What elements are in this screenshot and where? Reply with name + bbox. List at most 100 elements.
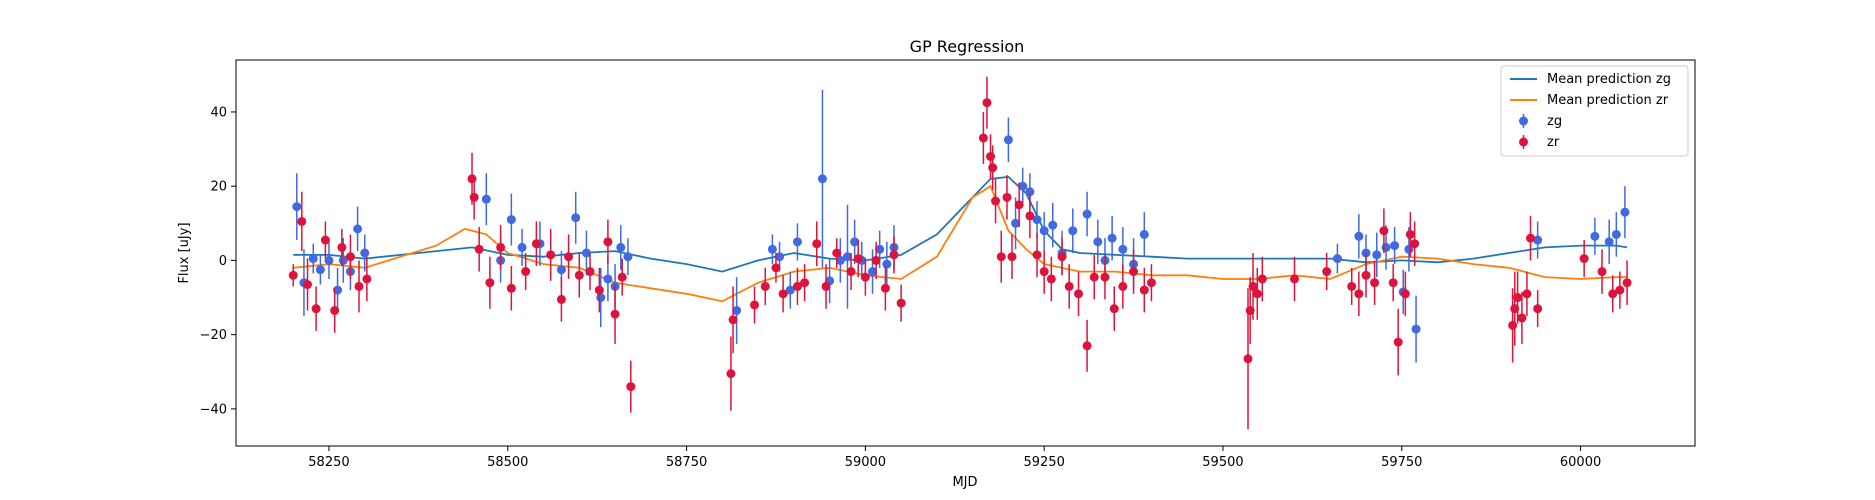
legend-label-zr: zr [1547,135,1560,150]
zr-point [330,306,340,316]
zg-point [1018,181,1028,191]
zr-point [485,278,495,288]
zg-point [868,267,878,277]
x-tick-label: 59500 [1202,455,1243,470]
chart-title: GP Regression [910,37,1025,56]
x-tick-label: 58500 [487,455,528,470]
zg-point [360,248,370,258]
zg-point [1604,237,1614,247]
zg-point [732,306,742,316]
zr-point [1089,272,1099,282]
y-tick-label: 20 [210,180,227,195]
zg-point [1533,235,1543,245]
zr-point [467,174,477,184]
zr-point [297,216,307,226]
legend-label-mean-zg: Mean prediction zg [1547,72,1671,87]
zr-point [1615,285,1625,295]
zr-point [728,315,738,325]
zr-point [1526,233,1536,243]
zr-point [303,280,313,290]
zg-point [623,252,633,262]
zg-point [1032,215,1042,225]
legend-label-mean-zr: Mean prediction zr [1547,93,1669,108]
zg-point [1039,226,1049,236]
zr-point [771,263,781,273]
zg-point [517,242,527,252]
zr-point [986,152,996,161]
zr-point [778,289,788,299]
zg-point [1003,135,1013,145]
plot-area [288,76,1632,430]
zr-point [564,252,574,262]
legend-swatch-zr-marker [1519,137,1528,147]
zr-point [585,267,595,277]
zg-point [1118,244,1128,254]
zr-point [556,294,566,304]
zr-point [337,242,347,252]
legend: Mean prediction zg Mean prediction zr zg… [1500,65,1689,157]
zr-point [1322,267,1332,277]
zg-point [1107,233,1117,243]
zr-point [1608,289,1618,299]
zg-point [571,213,581,223]
zr-point [1400,289,1410,299]
y-tick-label: 40 [210,105,227,120]
x-tick-label: 60000 [1560,455,1601,470]
zr-point [1354,289,1364,299]
series-zg [292,89,1630,363]
zr-point [726,369,736,379]
zg-point [1404,244,1414,254]
x-tick-label: 58250 [308,455,349,470]
zr-point [1410,239,1420,249]
zg-point [767,244,777,254]
zg-point [292,202,302,212]
zg-point [792,237,802,247]
zr-point [1139,285,1149,295]
zr-point [311,304,321,314]
zr-point [1405,229,1415,239]
zr-point [1370,278,1380,288]
zr-point [610,309,620,319]
zr-point [1597,267,1607,277]
zg-point [596,293,606,303]
zg-point [1068,226,1078,236]
zr-point [846,267,856,277]
legend-box [1500,65,1689,157]
zg-point [1354,231,1364,241]
zg-point [850,237,860,247]
zr-point [354,281,364,291]
zr-point [1109,304,1119,314]
zg-point [481,194,491,204]
zg-point [1048,220,1058,230]
zr-point [1513,293,1523,303]
zg-point [556,265,566,275]
zr-point [1046,274,1056,284]
zr-point [1252,289,1262,299]
zr-point [982,98,992,108]
zr-point [603,237,613,247]
zg-point [603,274,613,284]
zg-point [324,255,334,265]
zr-point [345,252,355,262]
zr-point [760,281,770,291]
zr-point [474,244,484,254]
series-zr [288,76,1632,430]
zr-point [594,285,604,295]
zr-point [1533,304,1543,314]
x-axis: 58250 58500 58750 59000 59250 59500 59750 60000 [308,446,1601,470]
zr-point [506,283,516,293]
y-axis: −40 −20 0 20 40 [200,105,236,417]
zr-point [988,163,998,173]
zg-point [842,252,852,262]
zr-point [288,270,298,280]
zr-point [1393,337,1403,347]
zr-point [362,274,372,284]
zg-point [1390,241,1400,251]
zg-point [315,265,325,275]
zr-point [1146,278,1156,288]
zr-point [792,281,802,291]
zr-point [889,250,899,260]
zr-point [496,242,506,252]
zr-point [1347,281,1357,291]
